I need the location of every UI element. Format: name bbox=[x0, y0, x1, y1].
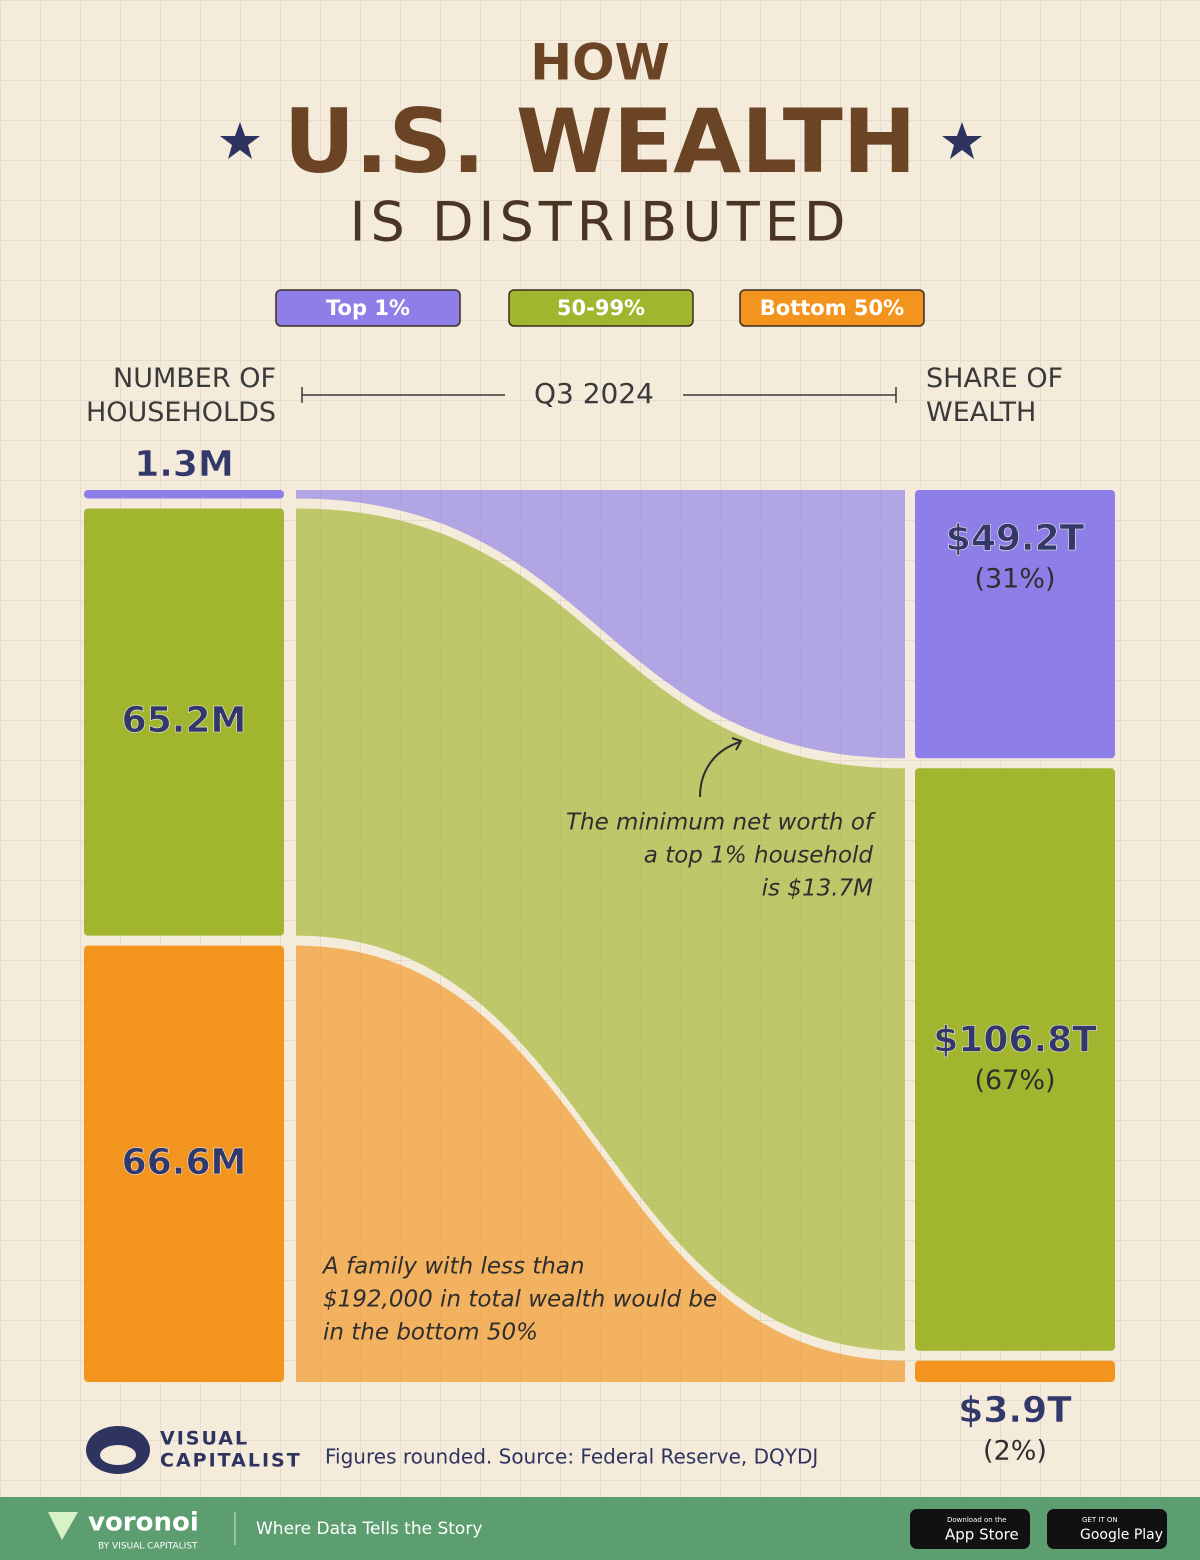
household-label: 66.6M bbox=[122, 1142, 247, 1183]
brand-top: VISUAL bbox=[160, 1428, 249, 1450]
voronoi-logo bbox=[48, 1512, 78, 1540]
legend-label: Bottom 50% bbox=[760, 296, 904, 320]
voronoi-by: BY VISUAL CAPITALIST bbox=[98, 1542, 198, 1552]
household-bar bbox=[84, 945, 284, 1382]
household-bar bbox=[84, 508, 284, 936]
household-label: 65.2M bbox=[122, 700, 247, 741]
google-small: GET IT ON bbox=[1082, 1516, 1118, 1524]
flow bbox=[296, 945, 905, 1382]
annotation: A family with less than bbox=[321, 1254, 585, 1280]
household-label: 1.3M bbox=[134, 444, 234, 485]
voronoi: voronoi bbox=[88, 1508, 199, 1538]
vc-logo bbox=[86, 1426, 150, 1474]
wealth-label: $106.8T bbox=[933, 1020, 1097, 1061]
wealth-label: $49.2T bbox=[946, 518, 1085, 559]
annotation: The minimum net worth of bbox=[566, 810, 876, 836]
app-store-badge[interactable] bbox=[910, 1509, 1030, 1549]
wealth-label: $3.9T bbox=[958, 1390, 1072, 1431]
annotation-arrow bbox=[699, 737, 743, 798]
legend-label: Top 1% bbox=[326, 296, 410, 320]
wealth-bar bbox=[915, 1360, 1115, 1382]
title-top: HOW bbox=[530, 34, 670, 92]
annotation: a top 1% household bbox=[644, 843, 874, 869]
share-label: (2%) bbox=[983, 1436, 1047, 1467]
footnote: Figures rounded. Source: Federal Reserve… bbox=[325, 1445, 818, 1469]
left-header: NUMBER OF HOUSEHOLDS bbox=[85, 363, 276, 428]
legend-label: 50-99% bbox=[557, 296, 645, 320]
star bbox=[942, 122, 982, 159]
period: Q3 2024 bbox=[534, 377, 654, 410]
star bbox=[220, 122, 260, 159]
wealth-bar bbox=[915, 490, 1115, 759]
legend-swatch bbox=[275, 289, 461, 327]
google-play: Google Play bbox=[1080, 1527, 1163, 1543]
flow bbox=[296, 508, 905, 1351]
right-header: SHARE OF WEALTH bbox=[926, 363, 1064, 428]
legend-swatch bbox=[739, 289, 925, 327]
household-bar bbox=[84, 490, 284, 499]
tagline: Where Data Tells the Story bbox=[256, 1519, 482, 1539]
title-bottom: IS DISTRIBUTED bbox=[350, 191, 851, 254]
google-play-badge[interactable] bbox=[1047, 1509, 1167, 1549]
share-label: (67%) bbox=[974, 1065, 1055, 1096]
share-label: (31%) bbox=[974, 564, 1055, 595]
flow bbox=[296, 490, 905, 759]
app-store: App Store bbox=[945, 1526, 1019, 1544]
wealth-bar bbox=[915, 768, 1115, 1351]
annotation: $192,000 in total wealth would be bbox=[323, 1287, 717, 1313]
legend-swatch bbox=[508, 289, 694, 327]
app-store-small: Download on the bbox=[947, 1516, 1006, 1524]
brand-bottom: CAPITALIST bbox=[160, 1450, 302, 1472]
annotation: is $13.7M bbox=[762, 876, 874, 902]
title-main: U.S. WEALTH bbox=[284, 90, 917, 193]
annotation: in the bottom 50% bbox=[323, 1320, 538, 1346]
